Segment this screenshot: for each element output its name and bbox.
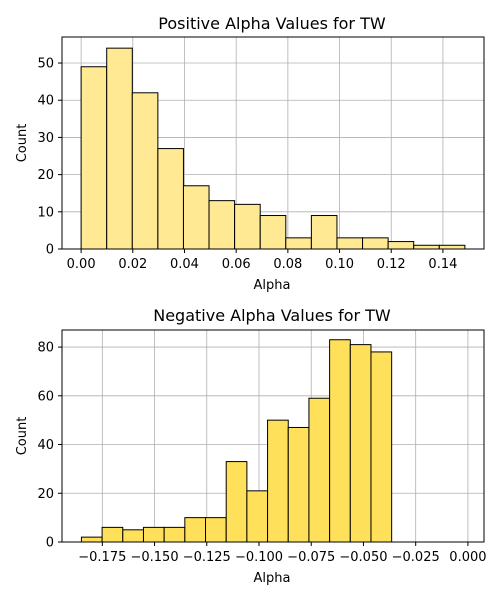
x-tick-label-positive: 0.04 [170, 257, 199, 272]
plot-area-positive: 0.00 0.02 0.04 0.06 0.08 0.10 0.12 0.14 0 10 20 30 4… [37, 36, 485, 272]
x-tick-label-negative: −0.100 [235, 550, 283, 565]
histogram-bar-positive [310, 215, 338, 250]
y-tick-label-positive: 0 [46, 243, 54, 258]
histogram-bar-positive [438, 244, 466, 250]
y-tick-label-negative: 40 [37, 438, 54, 453]
chart-title-negative: Negative Alpha Values for TW [153, 306, 391, 325]
histogram-bar-positive [259, 215, 287, 250]
histogram-bar-negative [142, 526, 165, 543]
histogram-bar-positive [234, 203, 261, 250]
y-tick-label-negative: 80 [37, 341, 54, 356]
y-axis-label-positive: Count [15, 124, 30, 163]
histogram-bar-positive [362, 237, 389, 250]
y-tick-label-positive: 20 [37, 168, 54, 183]
x-tick-label-negative: −0.075 [287, 550, 335, 565]
histogram-bar-negative [184, 517, 207, 543]
x-tick-label-negative: −0.050 [339, 550, 387, 565]
x-axis-label-positive: Alpha [254, 278, 291, 293]
histogram-bar-positive [182, 185, 210, 250]
x-tick-label-positive: 0.06 [222, 257, 251, 272]
x-axis-label-negative: Alpha [254, 571, 291, 586]
histogram-bar-negative [308, 397, 331, 543]
histogram-bar-positive [106, 47, 133, 250]
y-tick-label-negative: 60 [37, 389, 54, 404]
x-tick-label-positive: 0.08 [273, 257, 302, 272]
histogram-bar-positive [387, 241, 415, 250]
histogram-bar-positive [285, 237, 312, 250]
histogram-bar-negative [267, 419, 289, 543]
y-axis-label-negative: Count [15, 417, 30, 456]
x-tick-label-negative: −0.175 [78, 550, 126, 565]
y-tick-label-negative: 0 [46, 536, 54, 551]
histogram-bar-positive [208, 200, 236, 250]
x-tick-label-positive: 0.02 [118, 257, 147, 272]
histogram-bar-negative [163, 526, 186, 543]
histogram-bar-positive [131, 92, 159, 250]
histogram-bar-negative [287, 426, 310, 543]
histogram-bar-positive [336, 237, 364, 250]
histogram-bar-positive [157, 148, 184, 250]
histogram-bar-negative [205, 517, 227, 543]
x-tick-label-positive: 0.00 [67, 257, 96, 272]
histogram-bar-negative [80, 536, 103, 543]
y-tick-label-positive: 40 [37, 94, 54, 109]
y-tick-label-positive: 10 [37, 205, 54, 220]
x-tick-label-negative: −0.025 [392, 550, 440, 565]
axes-frame-positive [61, 36, 485, 250]
histogram-bar-negative [246, 490, 269, 543]
y-tick-label-negative: 20 [37, 487, 54, 502]
x-tick-label-negative: −0.125 [183, 550, 231, 565]
x-tick-label-negative: 0.000 [449, 550, 486, 565]
histogram-bar-negative [225, 461, 248, 543]
x-tick-label-negative: −0.150 [130, 550, 178, 565]
histogram-bar-negative [122, 529, 144, 543]
chart-title-positive: Positive Alpha Values for TW [158, 14, 386, 33]
histogram-bar-negative [101, 526, 124, 543]
histogram-bar-negative [370, 351, 393, 543]
histogram-bar-negative [329, 339, 351, 543]
x-tick-label-positive: 0.10 [325, 257, 354, 272]
histogram-bar-positive [413, 244, 440, 250]
negative-alpha-subplot: Negative Alpha Values for TW −0.175 −0.15… [15, 306, 487, 586]
y-tick-label-positive: 50 [37, 57, 54, 72]
histogram-bar-negative [349, 344, 372, 543]
x-tick-label-positive: 0.12 [377, 257, 406, 272]
y-tick-label-positive: 30 [37, 131, 54, 146]
plot-area-negative: −0.175 −0.150 −0.125 −0.100 −0.075 −0.050 −0.0… [37, 329, 487, 565]
x-tick-label-positive: 0.14 [428, 257, 457, 272]
axes-frame-negative [61, 329, 485, 543]
positive-alpha-subplot: Positive Alpha Values for TW 0.00 0.02 0.0… [15, 14, 485, 293]
histogram-bar-positive [80, 66, 108, 250]
